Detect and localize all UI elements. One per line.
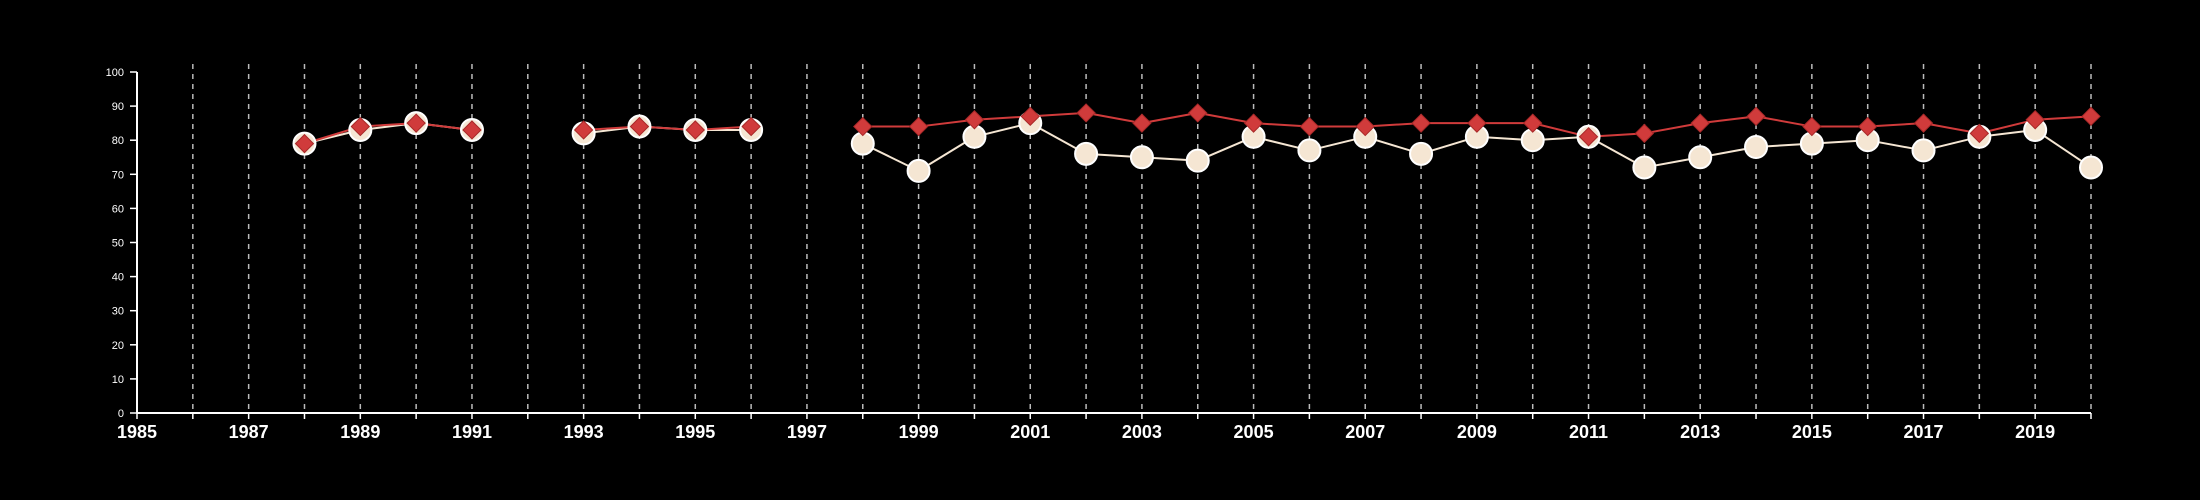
series-2-point xyxy=(406,113,426,133)
y-tick-label: 30 xyxy=(112,306,124,318)
x-tick-label: 2011 xyxy=(1569,422,1608,442)
x-tick-label: 2019 xyxy=(2015,422,2055,442)
x-tick-label: 2007 xyxy=(1345,422,1385,442)
y-tick-label: 50 xyxy=(112,238,124,250)
series-2-point xyxy=(1746,106,1766,127)
series-1-point xyxy=(1744,135,1769,160)
x-tick-label: 1999 xyxy=(899,422,939,442)
grid xyxy=(192,64,2092,413)
series-2-point xyxy=(1913,113,1934,133)
series-2-point xyxy=(1578,127,1599,147)
y-tick-label: 10 xyxy=(112,374,124,386)
series-2-point xyxy=(1411,113,1431,133)
series-2-point xyxy=(2025,110,2045,130)
y-tick-label: 90 xyxy=(112,101,124,113)
series-markers xyxy=(292,103,2103,183)
x-tick-label: 1987 xyxy=(229,422,269,442)
series-2-point xyxy=(1132,113,1152,133)
series-1-point xyxy=(2079,155,2103,180)
series-1-point xyxy=(1297,138,1322,163)
x-tick-label: 1985 xyxy=(117,422,157,442)
series-2-point xyxy=(1299,116,1320,137)
x-tick-label: 2015 xyxy=(1792,422,1832,442)
series-2-point xyxy=(853,116,873,137)
series-1-point xyxy=(1409,141,1434,166)
series-2-point xyxy=(1802,116,1822,137)
series-2-point xyxy=(629,116,650,137)
series-2-segment xyxy=(1085,111,1143,125)
series-2-point xyxy=(462,120,482,140)
series-1-point xyxy=(1688,145,1713,170)
series-2-point xyxy=(1243,113,1264,133)
y-tick-label: 0 xyxy=(118,408,124,420)
series-1-point xyxy=(1129,145,1154,170)
series-1-point xyxy=(1185,148,1210,173)
x-tick-label: 1993 xyxy=(564,422,604,442)
x-tick-label: 2005 xyxy=(1234,422,1274,442)
x-tick-label: 2009 xyxy=(1457,422,1497,442)
y-tick-label: 80 xyxy=(112,135,124,147)
y-tick-label: 70 xyxy=(112,169,124,181)
series-2-segment xyxy=(1141,111,1198,125)
series-2-point xyxy=(350,116,371,137)
series-2-point xyxy=(1076,103,1096,123)
series-2-point xyxy=(1467,113,1487,133)
series-2-segment xyxy=(1197,111,1254,125)
series-1-point xyxy=(1074,141,1099,166)
series-2-point xyxy=(1690,113,1710,133)
axes: 0 10 20 30 40 50 60 70 80 90 100 1985 1987 1989 1991 19… xyxy=(106,67,2092,442)
x-tick-label: 2013 xyxy=(1680,422,1720,442)
series-2-point xyxy=(1188,103,1208,123)
series-2-point xyxy=(2081,106,2101,127)
series-2-segment xyxy=(2035,115,2092,121)
y-tick-label: 20 xyxy=(112,340,124,352)
series-2-point xyxy=(1523,113,1543,133)
series-2-point xyxy=(1634,123,1655,144)
x-tick-label: 2001 xyxy=(1010,422,1050,442)
series-2-point xyxy=(1969,123,1990,144)
x-tick-label: 2003 xyxy=(1122,422,1162,442)
series-2-segment xyxy=(1253,122,1310,128)
series-2-point xyxy=(964,110,985,130)
series-2-segment xyxy=(918,118,975,128)
series-1-point xyxy=(1911,138,1936,163)
series-2-point xyxy=(1020,106,1040,127)
series-2-point xyxy=(573,120,594,140)
y-tick-label: 100 xyxy=(106,67,124,79)
series-2-segment xyxy=(1867,122,1924,128)
series-2-point xyxy=(741,116,761,137)
series-2-segment xyxy=(1644,122,1701,135)
series-2-point xyxy=(908,116,929,137)
series-2-segment xyxy=(1700,115,1757,125)
x-tick-label: 1997 xyxy=(787,422,827,442)
series-1-point xyxy=(1632,155,1657,180)
y-tick-label: 40 xyxy=(112,272,124,284)
series-2-segment xyxy=(1755,115,1813,128)
x-tick-label: 1995 xyxy=(675,422,715,442)
series-2-point xyxy=(1355,116,1375,137)
series-2-point xyxy=(685,120,705,140)
series-2-point xyxy=(1857,116,1878,137)
series-1-point xyxy=(906,158,931,183)
series-2-point xyxy=(294,133,315,154)
y-tick-label: 60 xyxy=(112,203,124,215)
x-tick-label: 1991 xyxy=(452,422,492,442)
series-2-segment xyxy=(1365,122,1422,128)
x-tick-label: 1989 xyxy=(340,422,380,442)
x-tick-label: 2017 xyxy=(1903,422,1943,442)
